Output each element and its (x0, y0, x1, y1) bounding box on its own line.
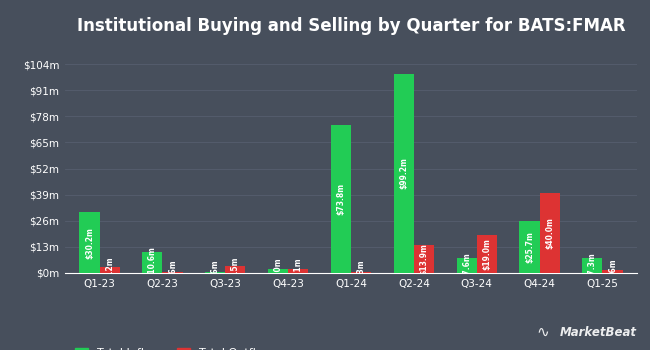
Text: $25.7m: $25.7m (525, 231, 534, 263)
Text: $3.2m: $3.2m (105, 257, 114, 283)
Bar (226, 266, 246, 273)
Text: $7.3m: $7.3m (588, 252, 597, 279)
Text: $2.0m: $2.0m (274, 258, 283, 284)
Bar (162, 272, 183, 273)
Text: $7.6m: $7.6m (462, 252, 471, 279)
Text: $40.0m: $40.0m (545, 217, 554, 249)
Text: $99.2m: $99.2m (399, 158, 408, 189)
Bar (414, 245, 434, 273)
Text: $0.6m: $0.6m (168, 259, 177, 286)
Bar (582, 258, 603, 273)
Text: $0.6m: $0.6m (211, 259, 220, 286)
Bar (142, 252, 162, 273)
Legend: Total Inflows, Total Outflows: Total Inflows, Total Outflows (71, 343, 282, 350)
Bar (394, 74, 414, 273)
Bar (79, 212, 99, 273)
Bar (351, 272, 371, 273)
Bar (99, 267, 120, 273)
Text: $2.1m: $2.1m (294, 258, 303, 284)
Text: $3.5m: $3.5m (231, 256, 240, 283)
Text: MarketBeat: MarketBeat (560, 327, 637, 340)
Text: $0.3m: $0.3m (357, 259, 365, 286)
Bar (205, 272, 226, 273)
Bar (540, 193, 560, 273)
Text: $10.6m: $10.6m (148, 246, 157, 278)
Bar (331, 125, 351, 273)
Bar (603, 270, 623, 273)
Title: Institutional Buying and Selling by Quarter for BATS:FMAR: Institutional Buying and Selling by Quar… (77, 17, 625, 35)
Text: $73.8m: $73.8m (337, 183, 345, 215)
Text: $1.6m: $1.6m (608, 258, 617, 285)
Text: $13.9m: $13.9m (419, 243, 428, 275)
Text: $19.0m: $19.0m (482, 238, 491, 270)
Bar (268, 269, 288, 273)
Text: ∿: ∿ (536, 324, 549, 339)
Bar (456, 258, 476, 273)
Bar (288, 269, 308, 273)
Text: $30.2m: $30.2m (85, 227, 94, 259)
Bar (476, 235, 497, 273)
Bar (519, 222, 540, 273)
